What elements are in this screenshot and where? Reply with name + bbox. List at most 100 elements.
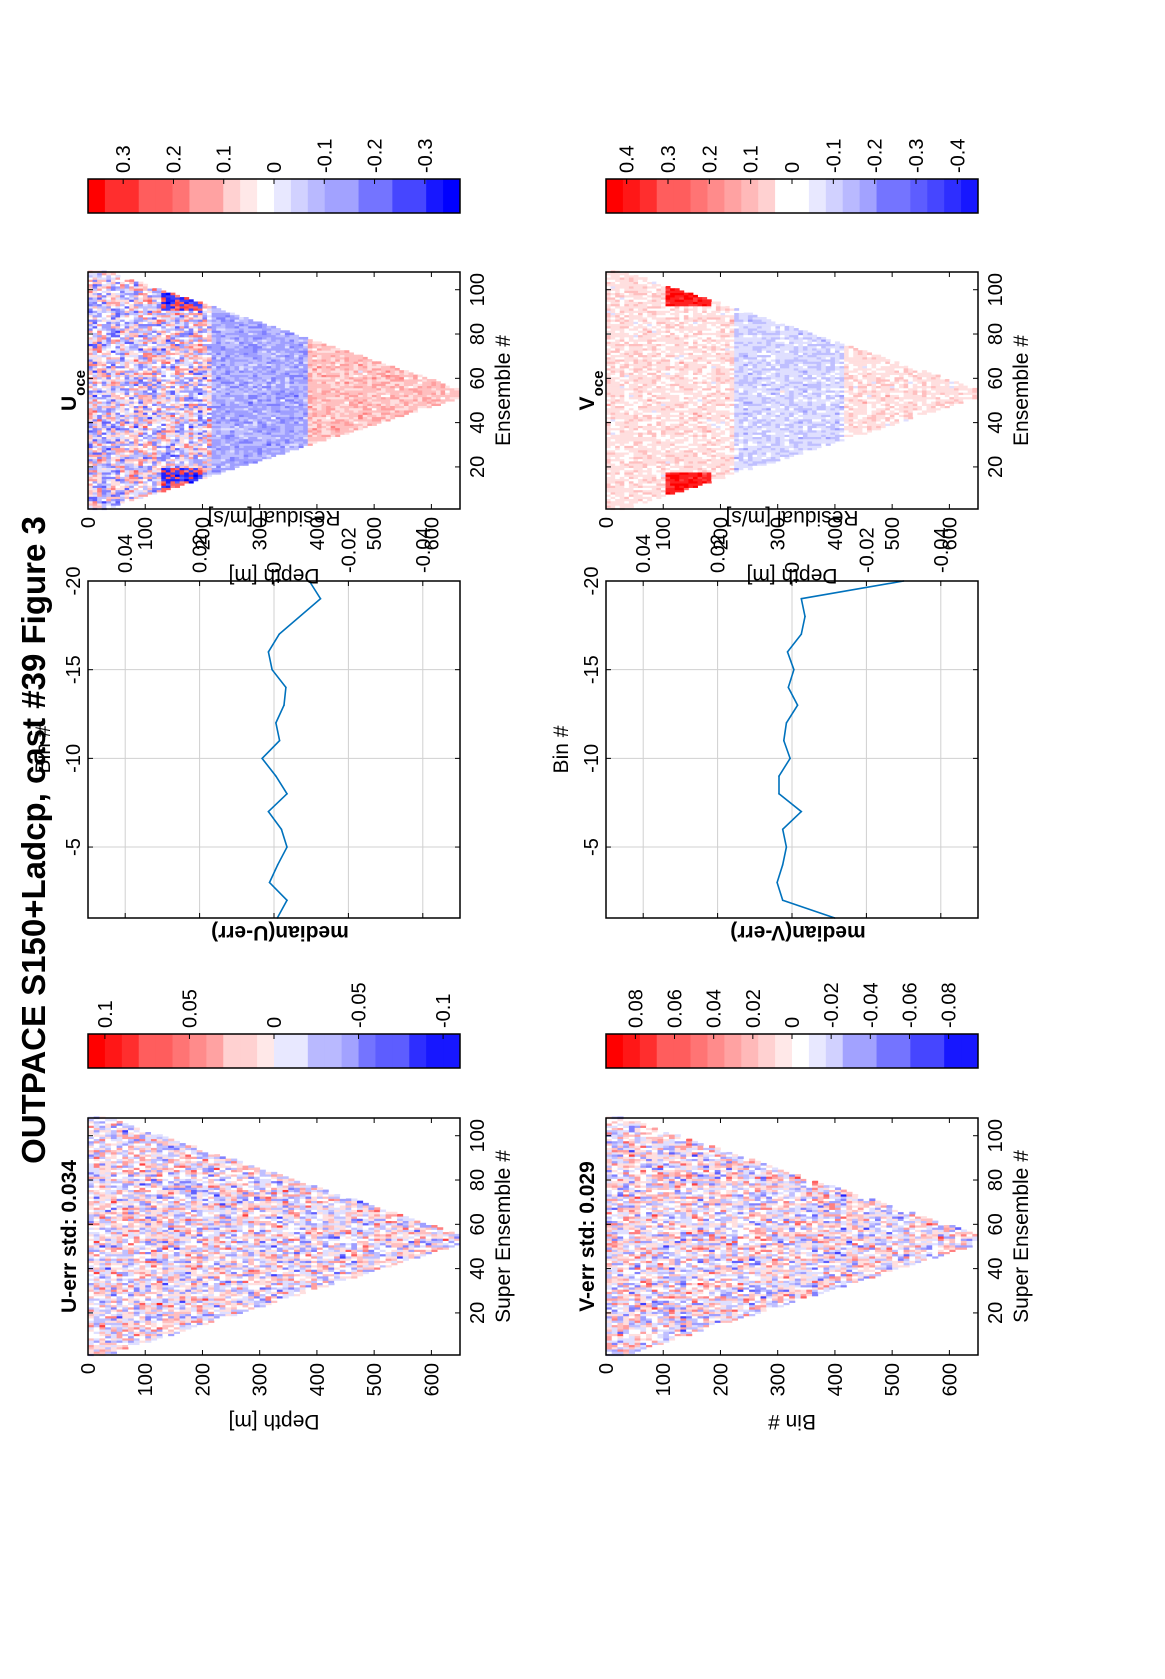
heatmap-cell bbox=[277, 1256, 283, 1259]
heatmap-cell bbox=[134, 461, 139, 464]
heatmap-cell bbox=[243, 1223, 249, 1226]
heatmap-cell bbox=[323, 1265, 329, 1268]
heatmap-cell bbox=[189, 441, 194, 444]
heatmap-cell bbox=[97, 461, 102, 464]
heatmap-cell bbox=[414, 1249, 420, 1252]
heatmap-cell bbox=[174, 1241, 180, 1244]
heatmap-cell bbox=[317, 1218, 323, 1221]
heatmap-cell bbox=[239, 443, 244, 446]
heatmap-cell bbox=[138, 492, 143, 495]
heatmap-cell bbox=[157, 1203, 163, 1206]
heatmap-cell bbox=[208, 1285, 214, 1288]
heatmap-cell bbox=[168, 1298, 174, 1301]
heatmap-cell bbox=[162, 1141, 168, 1144]
heatmap-cell bbox=[323, 1269, 329, 1272]
heatmap-cell bbox=[88, 1274, 94, 1277]
heatmap-cell bbox=[237, 1181, 243, 1184]
heatmap-cell bbox=[140, 1130, 146, 1133]
heatmap-cell bbox=[140, 1243, 146, 1246]
heatmap-cell bbox=[94, 1156, 100, 1159]
heatmap-cell bbox=[125, 434, 130, 437]
heatmap-cell bbox=[117, 1338, 123, 1341]
heatmap-cell bbox=[197, 1254, 203, 1257]
heatmap-cell bbox=[391, 1245, 397, 1248]
heatmap-cell bbox=[239, 454, 244, 457]
heatmap-cell bbox=[180, 1225, 186, 1228]
heatmap-cell bbox=[111, 490, 116, 493]
heatmap-cell bbox=[191, 1296, 197, 1299]
heatmap-cell bbox=[311, 1249, 317, 1252]
heatmap-cell bbox=[311, 1236, 317, 1239]
heatmap-cell bbox=[88, 1161, 94, 1164]
heatmap-cell bbox=[237, 1201, 243, 1204]
heatmap-cell bbox=[197, 1229, 203, 1232]
heatmap-cell bbox=[93, 505, 98, 508]
heatmap-cell bbox=[386, 1212, 392, 1215]
heatmap-cell bbox=[216, 443, 221, 446]
heatmap-cell bbox=[140, 1174, 146, 1177]
heatmap-cell bbox=[277, 1194, 283, 1197]
data-point bbox=[286, 899, 288, 901]
heatmap-cell bbox=[397, 1221, 403, 1224]
heatmap-cell bbox=[346, 1218, 352, 1221]
heatmap-cell bbox=[363, 1227, 369, 1230]
heatmap-cell bbox=[168, 1201, 174, 1204]
heatmap-cell bbox=[140, 1258, 146, 1261]
heatmap-cell bbox=[105, 1263, 111, 1266]
heatmap-cell bbox=[140, 1274, 146, 1277]
heatmap-cell bbox=[111, 1176, 117, 1179]
heatmap-cell bbox=[115, 465, 120, 468]
heatmap-cell bbox=[168, 1216, 174, 1219]
heatmap-cell bbox=[214, 1167, 220, 1170]
heatmap-cell bbox=[180, 1216, 186, 1219]
heatmap-cell bbox=[117, 1143, 123, 1146]
heatmap-cell bbox=[99, 1216, 105, 1219]
heatmap-cell bbox=[140, 1320, 146, 1323]
heatmap-cell bbox=[191, 1249, 197, 1252]
heatmap-cell bbox=[185, 1263, 191, 1266]
heatmap-cell bbox=[283, 1192, 289, 1195]
heatmap-cell bbox=[374, 1265, 380, 1268]
heatmap-cell bbox=[248, 443, 253, 446]
heatmap-cell bbox=[212, 448, 217, 451]
heatmap-cell bbox=[323, 1192, 329, 1195]
heatmap-cell bbox=[271, 1194, 277, 1197]
heatmap-cell bbox=[111, 1136, 117, 1139]
heatmap-cell bbox=[180, 1241, 186, 1244]
heatmap-cell bbox=[208, 1280, 214, 1283]
heatmap-cell bbox=[300, 1287, 306, 1290]
heatmap-cell bbox=[271, 1176, 277, 1179]
heatmap-cell bbox=[420, 1243, 426, 1246]
heatmap-cell bbox=[166, 481, 171, 484]
heatmap-cell bbox=[151, 1183, 157, 1186]
heatmap-cell bbox=[426, 1249, 432, 1252]
heatmap-cell bbox=[180, 1269, 186, 1272]
heatmap-cell bbox=[303, 432, 308, 435]
heatmap-cell bbox=[449, 1243, 455, 1246]
heatmap-cell bbox=[380, 1258, 386, 1261]
figure-title: OUTPACE S150+Ladcp, cast #39 Figure 3 bbox=[15, 516, 52, 1164]
heatmap-cell bbox=[157, 490, 162, 493]
heatmap-cell bbox=[216, 459, 221, 462]
heatmap-cell bbox=[202, 1216, 208, 1219]
heatmap-cell bbox=[288, 1276, 294, 1279]
heatmap-cell bbox=[168, 1218, 174, 1221]
heatmap-cell bbox=[134, 1161, 140, 1164]
heatmap-cell bbox=[231, 1212, 237, 1215]
heatmap-cell bbox=[208, 1291, 214, 1294]
heatmap-cell bbox=[105, 1123, 111, 1126]
heatmap-cell bbox=[157, 1187, 163, 1190]
heatmap-cell bbox=[148, 457, 153, 460]
heatmap-cell bbox=[403, 1243, 409, 1246]
heatmap-cell bbox=[230, 439, 235, 442]
heatmap-cell bbox=[207, 452, 212, 455]
heatmap-cell bbox=[134, 1331, 140, 1334]
heatmap-cell bbox=[97, 488, 102, 491]
heatmap-cell bbox=[111, 1263, 117, 1266]
heatmap-cell bbox=[140, 1254, 146, 1257]
heatmap-cell bbox=[197, 1154, 203, 1157]
heatmap-cell bbox=[151, 1331, 157, 1334]
data-point bbox=[275, 775, 277, 777]
heatmap-cell bbox=[244, 441, 249, 444]
heatmap-cell bbox=[305, 1221, 311, 1224]
